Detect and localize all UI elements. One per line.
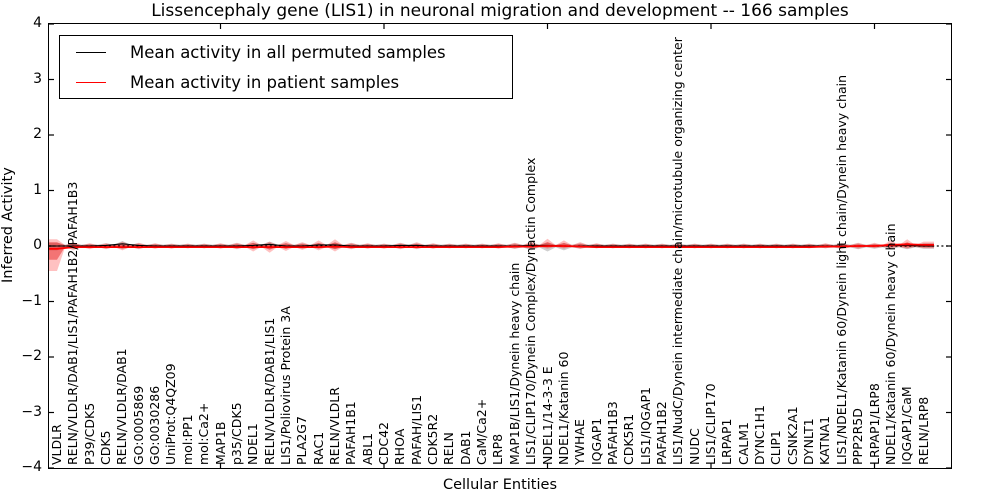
y-tick-label: −3 [21,403,42,420]
x-tick-label: p35/CDK5 [228,402,244,465]
legend-label: Mean activity in all permuted samples [130,42,446,62]
x-tick-label: CaM/Ca2+ [474,398,490,465]
x-tick-label: IQGAP1 [588,417,604,465]
legend-entry-patient: Mean activity in patient samples [60,68,512,96]
y-axis-label: Inferred Activity [0,167,16,283]
y-tick-label: 4 [33,15,42,31]
x-tick-label: GO:0030286 [147,385,163,465]
y-tick-label: −2 [21,348,42,364]
x-tick-label: KATNA1 [817,415,833,465]
x-tick-label: LIS1/IQGAP1 [637,386,653,465]
x-tick-label: LIS1/CLIP170 [703,383,718,465]
x-tick-label: CLIP1 [768,430,784,465]
x-tick-label: YWHAE [572,419,588,465]
y-tick-label: 0 [33,237,42,253]
x-tick-label: mol:PP1 [179,414,195,465]
x-tick-label: LIS1/NudC/Dynein intermediate chain/micr… [670,37,686,465]
x-tick-label: VLDLR [49,424,64,465]
x-tick-label: mol:Ca2+ [196,402,212,465]
y-tick-label: 3 [33,70,42,87]
x-tick-label: CDC42 [376,422,391,465]
legend-entry-permuted: Mean activity in all permuted samples [60,38,512,66]
x-tick-label: CDK5R2 [425,413,441,465]
x-tick-label: RELN/VLDLR/DAB1 [114,348,130,465]
x-tick-label: PAFAH1B1 [343,401,359,465]
x-tick-label: DYNLT1 [801,418,817,465]
x-tick-label: ABL1 [359,432,375,465]
x-tick-label: LIS1/CLIP170/Dynein Complex/Dynactin Com… [523,157,539,465]
x-tick-label: GO:0005869 [130,385,146,465]
plot-area: VLDLR RELN/VLDLR/DAB1/LIS1/PAFAH1B2/PAFAH… [48,23,952,469]
chart-canvas [49,23,951,469]
patient-line-sample [76,81,106,83]
x-tick-label: PAFAH/LIS1 [408,394,424,465]
y-tick-label: 2 [33,126,42,142]
x-tick-label: PAFAH1B2 [653,401,669,465]
x-tick-label: PPP2R5D [850,408,866,465]
x-tick-label: IQGAP1/CaM [899,386,915,465]
x-tick-label: MAP1B/LIS1/Dynein heavy chain [506,262,522,465]
x-tick-label: P39/CDK5 [81,402,97,465]
x-tick-label: NDEL1/Katanin 60/Dynein heavy chain [882,223,898,465]
x-tick-label: CALM1 [735,422,751,465]
x-tick-label: RELN/VLDLR [326,387,342,465]
x-tick-label: MAP1B [212,421,228,465]
x-tick-label: PLA2G7 [294,416,310,465]
x-tick-label: RAC1 [310,431,326,465]
y-tick-label: 1 [33,181,42,198]
x-tick-label: RELN [441,432,457,465]
permuted-line-sample [76,51,106,53]
x-tick-label: LIS1/Poliovirus Protein 3A [277,306,293,465]
x-tick-label: CSNK2A1 [784,406,800,465]
x-tick-label: NDEL1 [245,423,261,465]
chart-title: Lissencephaly gene (LIS1) in neuronal mi… [151,1,849,21]
x-tick-label: NDEL1/14-3-3 E [539,366,555,465]
legend-label: Mean activity in patient samples [130,72,400,92]
x-tick-label: DYNC1H1 [752,405,768,465]
x-tick-label: RELN/VLDLR/DAB1/LIS1/PAFAH1B2/PAFAH1B3 [65,181,81,465]
x-axis-label: Cellular Entities [442,477,558,493]
x-tick-label: NDEL1/Katanin 60 [555,351,571,465]
x-tick-label: RELN/VLDLR/DAB1/LIS1 [261,317,277,465]
x-tick-label: UniProt:Q4QZ09 [163,363,179,465]
x-tick-label: CDK5R1 [621,413,637,465]
x-tick-label: RHOA [392,428,408,465]
y-tick-label: −4 [21,459,42,475]
x-tick-label: LRP8 [490,433,506,465]
x-tick-label: LRPAP1 [719,418,735,465]
x-tick-label: LIS1/NDEL1/Katanin 60/Dynein light chain… [833,75,849,465]
x-tick-label: DAB1 [457,430,473,466]
legend: Mean activity in all permuted samples Me… [59,35,513,99]
x-tick-label: NUDC [686,428,702,465]
x-tick-label: PAFAH1B3 [604,401,620,465]
y-tick-label: −1 [21,292,42,309]
x-tick-label: LRPAP1/LRP8 [866,383,882,465]
x-tick-label: CDK5 [98,430,114,465]
x-tick-label: RELN/LRP8 [915,396,931,465]
